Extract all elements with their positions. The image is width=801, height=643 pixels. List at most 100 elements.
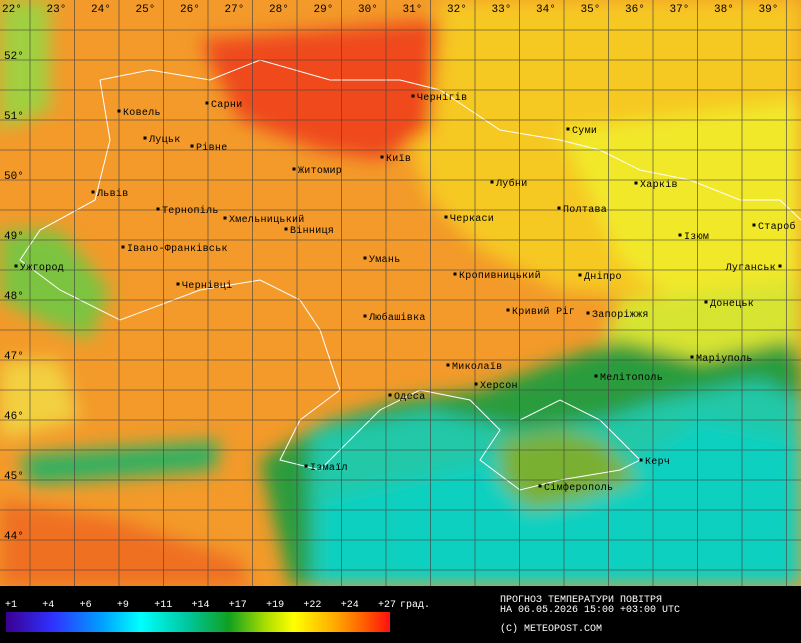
city-dot bbox=[634, 181, 638, 185]
lon-label: 31° bbox=[403, 4, 423, 16]
city-label: Тернопіль bbox=[162, 205, 219, 217]
city-label: Маріуполь bbox=[696, 353, 753, 365]
city-dot bbox=[292, 167, 296, 171]
city-label: Київ bbox=[386, 153, 411, 165]
city-dot bbox=[284, 227, 288, 231]
city-dot bbox=[223, 216, 227, 220]
city-label: Умань bbox=[369, 255, 401, 266]
city-label: Вінниця bbox=[290, 225, 334, 237]
city-label: Запоріжжя bbox=[592, 309, 649, 321]
lon-label: 22° bbox=[2, 4, 22, 16]
legend-label: +6 bbox=[80, 600, 92, 611]
lon-label: 34° bbox=[536, 4, 556, 16]
city-dot bbox=[156, 207, 160, 211]
temperature-field bbox=[0, 0, 801, 586]
city-dot bbox=[594, 374, 598, 378]
city-dot bbox=[143, 136, 147, 140]
city-dot bbox=[388, 393, 392, 397]
city-dot bbox=[778, 264, 782, 268]
city-dot bbox=[690, 355, 694, 359]
city-label: Одеса bbox=[394, 392, 426, 403]
city-label: Черкаси bbox=[450, 214, 494, 225]
city-label: Керч bbox=[645, 457, 670, 468]
city-dot bbox=[639, 458, 643, 462]
city-label: Лубни bbox=[495, 177, 528, 190]
lon-label: 35° bbox=[581, 4, 601, 16]
lon-label: 23° bbox=[47, 4, 67, 16]
legend-label: +17 bbox=[229, 600, 247, 611]
city-label: Херсон bbox=[480, 381, 518, 392]
city-dot bbox=[474, 382, 478, 386]
city-dot bbox=[380, 155, 384, 159]
city-dot bbox=[578, 273, 582, 277]
legend-bar bbox=[6, 612, 390, 632]
city-label: Ковель bbox=[123, 108, 161, 119]
lon-label: 38° bbox=[714, 4, 734, 16]
legend-label: +27 bbox=[378, 600, 396, 611]
city-label: Дніпро bbox=[584, 271, 622, 283]
city-dot bbox=[190, 144, 194, 148]
legend-unit: град. bbox=[400, 600, 430, 611]
city-dot bbox=[446, 363, 450, 367]
lon-label: 29° bbox=[314, 4, 334, 16]
city-dot bbox=[586, 311, 590, 315]
city-dot bbox=[91, 190, 95, 194]
lon-label: 27° bbox=[225, 4, 245, 16]
city-label: Полтава bbox=[563, 205, 607, 216]
city-dot bbox=[444, 215, 448, 219]
city-label: Любашівка bbox=[368, 311, 426, 324]
city-dot bbox=[14, 264, 18, 268]
city-dot bbox=[752, 223, 756, 227]
city-label: Луцьк bbox=[148, 135, 181, 146]
lat-label: 48° bbox=[4, 291, 24, 303]
city-label: Донецьк bbox=[710, 299, 754, 310]
city-label: Ізмаїл bbox=[310, 462, 348, 474]
lat-label: 51° bbox=[4, 111, 24, 123]
city-label: Суми bbox=[572, 126, 597, 137]
city-dot bbox=[205, 101, 209, 105]
city-dot bbox=[538, 484, 542, 488]
city-dot bbox=[363, 314, 367, 318]
city-label: Чернівці bbox=[182, 280, 232, 292]
city-dot bbox=[506, 308, 510, 312]
city-label: Сарни bbox=[211, 100, 243, 111]
legend-label: +9 bbox=[117, 600, 129, 611]
legend-label: +14 bbox=[192, 600, 210, 611]
lon-label: 26° bbox=[180, 4, 200, 16]
lon-label: 39° bbox=[759, 4, 779, 16]
city-label: Сімферополь bbox=[544, 481, 613, 494]
city-dot bbox=[304, 464, 308, 468]
city-label: Харків bbox=[640, 179, 678, 191]
legend-label: +1 bbox=[5, 600, 17, 611]
legend-label: +22 bbox=[303, 600, 321, 611]
legend-label: +19 bbox=[266, 600, 284, 611]
city-label: Хмельницький bbox=[229, 214, 305, 226]
lon-label: 25° bbox=[136, 4, 156, 16]
city-dot bbox=[490, 180, 494, 184]
lat-label: 52° bbox=[4, 51, 24, 63]
lat-label: 49° bbox=[4, 231, 24, 243]
caption-date: НА 06.05.2026 15:00 +03:00 UTC bbox=[500, 605, 680, 616]
city-label: Кривий Ріг bbox=[512, 306, 575, 318]
city-dot bbox=[363, 256, 367, 260]
legend-label: +11 bbox=[154, 600, 172, 611]
city-label: Івано-Франківськ bbox=[127, 243, 228, 255]
lon-label: 36° bbox=[625, 4, 645, 16]
city-dot bbox=[176, 282, 180, 286]
city-label: Ізюм bbox=[684, 232, 709, 243]
grid bbox=[0, 0, 801, 601]
city-label: Житомир bbox=[298, 166, 342, 177]
city-label: Луганськ bbox=[725, 263, 776, 274]
city-dot bbox=[411, 94, 415, 98]
city-label: Староб bbox=[758, 220, 796, 233]
city-dot bbox=[704, 300, 708, 304]
lat-label: 45° bbox=[4, 471, 24, 483]
legend-label: +24 bbox=[341, 600, 359, 611]
lat-label: 47° bbox=[4, 351, 24, 363]
lon-label: 24° bbox=[91, 4, 111, 16]
legend-label: +4 bbox=[42, 600, 54, 611]
lon-label: 33° bbox=[492, 4, 512, 16]
city-label: Кропивницький bbox=[459, 270, 541, 282]
city-label: Ужгород bbox=[20, 263, 64, 274]
